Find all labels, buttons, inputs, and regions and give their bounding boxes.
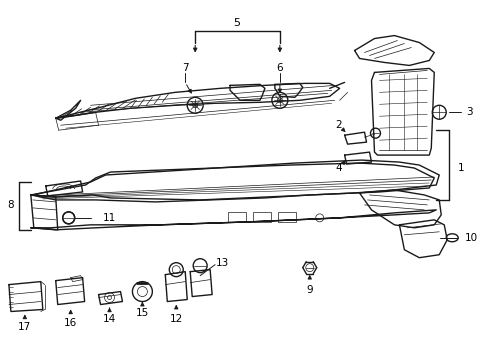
Text: 7: 7 <box>182 63 188 73</box>
Text: 8: 8 <box>8 200 14 210</box>
Circle shape <box>192 103 197 108</box>
Text: 10: 10 <box>464 233 477 243</box>
Circle shape <box>277 98 282 103</box>
Text: 6: 6 <box>276 63 283 73</box>
Text: 3: 3 <box>465 107 471 117</box>
Bar <box>252 212 270 222</box>
Text: 15: 15 <box>136 309 149 319</box>
Circle shape <box>169 263 183 276</box>
Bar <box>227 212 245 222</box>
Text: 13: 13 <box>215 258 228 268</box>
Text: 9: 9 <box>306 284 312 294</box>
Text: 17: 17 <box>18 323 31 332</box>
Bar <box>277 212 295 222</box>
Circle shape <box>62 212 75 224</box>
Text: 12: 12 <box>169 314 183 324</box>
Circle shape <box>132 282 152 302</box>
Circle shape <box>431 105 446 119</box>
Text: 11: 11 <box>102 213 116 223</box>
Circle shape <box>187 97 203 113</box>
Text: 14: 14 <box>102 314 116 324</box>
Text: 1: 1 <box>457 163 464 173</box>
Text: 16: 16 <box>64 319 77 328</box>
Circle shape <box>137 287 147 297</box>
Text: 4: 4 <box>334 163 341 173</box>
Circle shape <box>370 128 380 138</box>
Circle shape <box>271 92 287 108</box>
Text: 2: 2 <box>334 120 341 130</box>
Text: 5: 5 <box>233 18 240 28</box>
Circle shape <box>172 266 180 274</box>
Circle shape <box>193 259 207 273</box>
Ellipse shape <box>446 234 457 242</box>
